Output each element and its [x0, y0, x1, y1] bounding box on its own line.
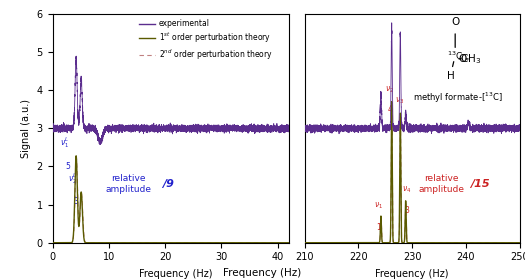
- Text: /9: /9: [162, 179, 174, 189]
- Text: 1: 1: [376, 223, 381, 232]
- Legend: experimental, 1$^{st}$ order perturbation theory, 2$^{nd}$ order perturbation th: experimental, 1$^{st}$ order perturbatio…: [138, 18, 274, 63]
- Text: CH$_3$: CH$_3$: [460, 52, 481, 66]
- Text: $^{13}$C: $^{13}$C: [447, 50, 463, 62]
- Text: 5: 5: [65, 162, 70, 171]
- Text: $\nu_2$: $\nu_2$: [385, 84, 394, 95]
- Text: methyl formate-[$^{13}$C]: methyl formate-[$^{13}$C]: [413, 91, 502, 105]
- Text: Frequency (Hz): Frequency (Hz): [223, 268, 302, 278]
- Y-axis label: Signal (a.u.): Signal (a.u.): [21, 99, 31, 158]
- Text: 3: 3: [73, 197, 78, 206]
- Text: 4: 4: [387, 105, 393, 114]
- Text: $\nu_1$: $\nu_1$: [374, 201, 383, 211]
- Text: O: O: [458, 54, 466, 64]
- Text: Frequency (Hz): Frequency (Hz): [375, 269, 449, 279]
- Text: relative
amplitude: relative amplitude: [106, 174, 151, 194]
- Text: H: H: [447, 71, 455, 81]
- Text: /15: /15: [469, 179, 489, 189]
- Text: $\nu_4$: $\nu_4$: [402, 185, 411, 195]
- Text: Frequency (Hz): Frequency (Hz): [139, 269, 213, 279]
- Text: $\nu_3$: $\nu_3$: [395, 96, 404, 106]
- Text: 4: 4: [398, 117, 403, 126]
- Text: relative
amplitude: relative amplitude: [419, 174, 465, 194]
- Text: 3: 3: [404, 206, 409, 215]
- Text: $\nu_2^L$: $\nu_2^L$: [68, 171, 77, 186]
- Text: O: O: [451, 17, 459, 27]
- Text: $\nu_1^L$: $\nu_1^L$: [60, 136, 69, 150]
